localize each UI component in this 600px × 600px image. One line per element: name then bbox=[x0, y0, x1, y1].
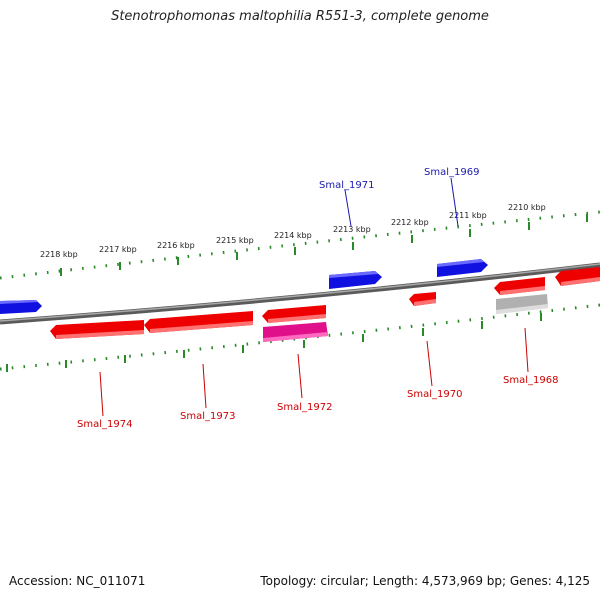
forward-gene-labels: Smal_1971 Smal_1969 bbox=[319, 167, 479, 227]
gene-arrow-smal-1972[interactable] bbox=[263, 322, 328, 342]
kbp-label-2212: 2212 kbp bbox=[391, 218, 429, 227]
gene-label-smal-1971[interactable]: Smal_1971 bbox=[319, 180, 374, 191]
genome-backbone bbox=[0, 262, 600, 325]
gene-label-smal-1969[interactable]: Smal_1969 bbox=[424, 167, 479, 178]
gene-arrow-smal-1969[interactable] bbox=[437, 259, 488, 277]
kbp-label-2214: 2214 kbp bbox=[274, 231, 312, 240]
page-title: Stenotrophomonas maltophilia R551-3, com… bbox=[111, 9, 489, 24]
gene-arrow-forward-left-edge[interactable] bbox=[0, 300, 42, 314]
gene-arrow-smal-1968-upper[interactable] bbox=[494, 277, 545, 295]
gene-arrow-smal-1974[interactable] bbox=[50, 320, 144, 339]
kbp-label-2210: 2210 kbp bbox=[508, 203, 546, 212]
reverse-genes bbox=[50, 267, 600, 342]
leader-smal-1970 bbox=[426, 340, 433, 387]
leader-smal-1972 bbox=[297, 353, 303, 399]
leader-smal-1971 bbox=[344, 189, 352, 227]
kbp-label-2216: 2216 kbp bbox=[157, 241, 195, 250]
gene-label-smal-1974[interactable]: Smal_1974 bbox=[77, 419, 132, 430]
leader-smal-1973 bbox=[202, 363, 207, 409]
gene-arrow-smal-1970[interactable] bbox=[409, 292, 436, 306]
upper-minor-ticks bbox=[0, 210, 600, 280]
gene-label-smal-1972[interactable]: Smal_1972 bbox=[277, 402, 332, 413]
footer-topology: Topology: circular; Length: 4,573,969 bp… bbox=[260, 574, 590, 588]
forward-genes bbox=[0, 259, 488, 314]
kbp-label-2218: 2218 kbp bbox=[40, 250, 78, 259]
kbp-label-2215: 2215 kbp bbox=[216, 236, 254, 245]
reverse-gene-labels: Smal_1974 Smal_1973 Smal_1972 Smal_1970 … bbox=[77, 327, 558, 430]
upper-tick-track bbox=[0, 210, 600, 280]
gene-label-smal-1968[interactable]: Smal_1968 bbox=[503, 375, 558, 386]
gene-arrow-reverse-right-edge[interactable] bbox=[555, 267, 600, 286]
leader-smal-1974 bbox=[99, 371, 104, 417]
gene-arrow-smal-1972-upper[interactable] bbox=[262, 305, 326, 323]
kbp-label-2217: 2217 kbp bbox=[99, 245, 137, 254]
kbp-labels: 2218 kbp 2217 kbp 2216 kbp 2215 kbp 2214… bbox=[40, 203, 546, 259]
leader-smal-1969 bbox=[450, 177, 459, 227]
kbp-label-2211: 2211 kbp bbox=[449, 211, 487, 220]
gene-arrow-smal-1973[interactable] bbox=[144, 311, 253, 333]
gene-arrow-smal-1971[interactable] bbox=[329, 271, 382, 289]
gene-arrow-smal-1968[interactable] bbox=[496, 294, 548, 314]
gene-label-smal-1973[interactable]: Smal_1973 bbox=[180, 411, 235, 422]
gene-label-smal-1970[interactable]: Smal_1970 bbox=[407, 389, 462, 400]
kbp-label-2213: 2213 kbp bbox=[333, 225, 371, 234]
footer-accession: Accession: NC_011071 bbox=[9, 574, 146, 588]
leader-smal-1968 bbox=[524, 327, 529, 373]
lower-tick-track bbox=[0, 303, 600, 372]
